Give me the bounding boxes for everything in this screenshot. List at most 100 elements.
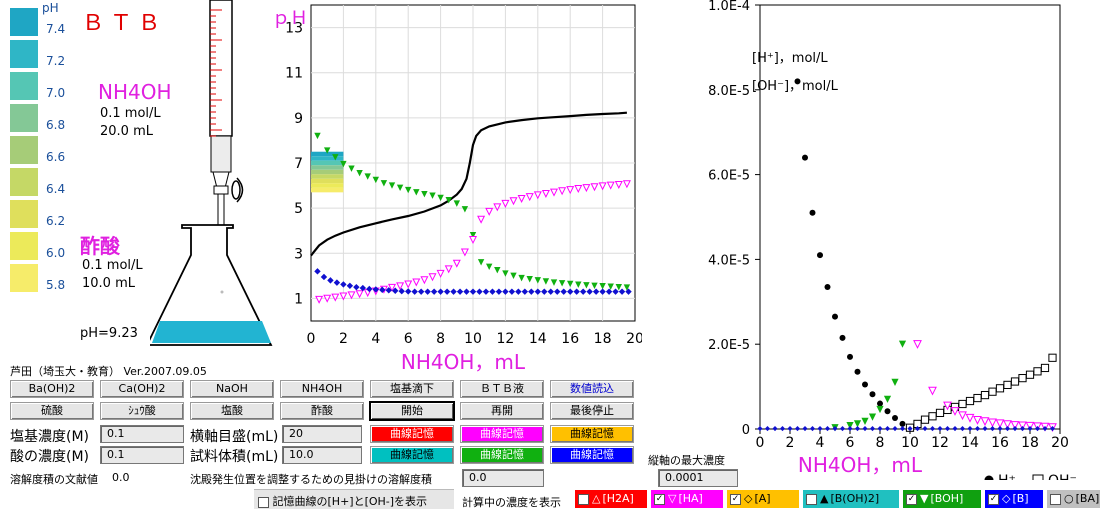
axis-scale-label: 横軸目盛(mL) — [190, 429, 279, 445]
data-point — [509, 197, 518, 206]
data-point — [868, 413, 877, 421]
base-conc-input[interactable]: 0.1 — [100, 425, 184, 443]
stop-at-end-button[interactable]: 最後停止 — [550, 402, 634, 420]
data-point — [958, 411, 967, 421]
ph-swatch — [10, 232, 38, 260]
legend-checkbox[interactable]: ✓ — [988, 493, 999, 505]
data-point — [534, 277, 541, 284]
data-point — [515, 288, 522, 295]
acid-hydrochloric-button[interactable]: 塩酸 — [190, 402, 274, 420]
data-point — [421, 190, 428, 198]
data-point — [444, 265, 453, 274]
data-point — [615, 283, 622, 291]
analyte-conc: 0.1 mol/L — [82, 258, 143, 273]
data-point — [937, 425, 943, 432]
acid-acetic-button[interactable]: 酢酸 — [280, 402, 364, 420]
memory-green-button[interactable]: 曲線記憶 — [460, 446, 544, 464]
memory-orange-button[interactable]: 曲線記憶 — [550, 425, 634, 443]
read-values-button[interactable]: 数値読込 — [550, 380, 634, 398]
y-tick-label: 0 — [742, 423, 750, 438]
ph-swatch-value: 6.8 — [46, 118, 66, 132]
acid-sulfuric-button[interactable]: 硫酸 — [10, 402, 94, 420]
base-drop-button[interactable]: 塩基滴下 — [370, 380, 454, 398]
y-tick-label: 5 — [294, 201, 303, 217]
ph-swatch — [10, 8, 38, 36]
x-axis-label: NH4OH，mL — [401, 350, 526, 374]
memory-red-button[interactable]: 曲線記憶 — [370, 425, 454, 443]
data-point — [1048, 353, 1057, 362]
data-point — [824, 425, 831, 432]
data-point — [315, 295, 324, 304]
data-point — [549, 188, 559, 197]
data-point — [453, 200, 460, 207]
data-point — [502, 270, 509, 277]
data-point — [892, 414, 898, 421]
btb-solution-button[interactable]: ＢＴＢ液 — [460, 380, 544, 398]
y-tick-label: 8.0E-5 — [708, 84, 750, 99]
show-memory-checkbox[interactable]: 記憶曲線の[H+]と[OH-]を表示 — [254, 489, 454, 509]
legend-symbol: ◇ — [744, 492, 753, 505]
data-point — [794, 78, 801, 85]
start-button[interactable]: 開始 — [370, 402, 454, 420]
data-point — [625, 288, 632, 295]
data-point — [862, 381, 868, 388]
data-point — [436, 269, 445, 278]
legend-checkbox[interactable]: ✓ — [654, 493, 665, 505]
data-point — [898, 340, 907, 348]
legend-h-marker — [984, 475, 994, 480]
acid-oxalic-button[interactable]: ｼｭｳ酸 — [100, 402, 184, 420]
y-tick-label: 13 — [285, 21, 303, 37]
checkbox-box[interactable] — [258, 496, 269, 508]
legend-toggle-h2a[interactable]: △ [H2A] — [575, 490, 647, 508]
memory-blue-button[interactable]: 曲線記憶 — [550, 446, 634, 464]
data-point — [1018, 374, 1027, 383]
ph-swatch-value: 7.4 — [46, 22, 66, 36]
legend-toggle-b[interactable]: ✓ ◇ [B] — [985, 490, 1043, 508]
data-point — [779, 425, 786, 432]
memory-cyan-button[interactable]: 曲線記憶 — [370, 446, 454, 464]
x-tick-label: 16 — [561, 331, 579, 347]
base-nh4oh-button[interactable]: NH4OH — [280, 380, 364, 398]
titrant-vol: 20.0 mL — [100, 124, 153, 139]
ph-swatch — [10, 200, 38, 228]
resume-button[interactable]: 再開 — [460, 402, 544, 420]
data-point — [1019, 425, 1026, 432]
sample-vol-input[interactable]: 10.0 — [282, 446, 362, 464]
data-point — [1033, 367, 1042, 376]
ksp-apparent-input[interactable]: 0.0 — [462, 469, 544, 487]
max-conc-input[interactable]: 0.0001 — [658, 469, 738, 487]
data-point — [832, 425, 838, 432]
ph-swatch-value: 6.2 — [46, 214, 66, 228]
axis-scale-input[interactable]: 20 — [282, 425, 362, 443]
y-tick-label: 3 — [294, 246, 303, 262]
data-point — [980, 417, 990, 427]
legend-toggle-ba[interactable]: ○[BA]↓ — [1047, 490, 1100, 508]
legend-checkbox[interactable]: ✓ — [730, 493, 741, 505]
memory-magenta-button[interactable]: 曲線記憶 — [460, 425, 544, 443]
legend-checkbox[interactable] — [1050, 493, 1061, 505]
data-point — [854, 368, 861, 375]
base-naoh-button[interactable]: NaOH — [190, 380, 274, 398]
legend-checkbox[interactable] — [806, 493, 817, 505]
data-point — [622, 180, 631, 189]
legend-toggle-a[interactable]: ✓ ◇ [A] — [727, 490, 799, 508]
x-tick-label: 0 — [756, 435, 765, 451]
data-point — [952, 425, 958, 432]
data-point — [853, 420, 862, 428]
legend-checkbox[interactable]: ✓ — [906, 493, 917, 505]
legend-toggle-ha[interactable]: ✓ ▽ [HA] — [651, 490, 723, 508]
data-point — [809, 209, 816, 216]
legend-symbol: ◇ — [1002, 492, 1011, 505]
legend-toggle-boh[interactable]: ✓ ▼ [BOH] — [903, 490, 981, 508]
analyte-vol: 10.0 mL — [82, 276, 135, 291]
data-point — [599, 283, 606, 290]
y-tick-label: 4.0E-5 — [708, 253, 750, 268]
legend-checkbox[interactable] — [578, 493, 589, 505]
base-baoh2-button[interactable]: Ba(OH)2 — [10, 380, 94, 398]
legend-toggle-boh2[interactable]: ▲ [B(OH)2] — [803, 490, 899, 508]
base-caoh2-button[interactable]: Ca(OH)2 — [100, 380, 184, 398]
acid-conc-input[interactable]: 0.1 — [100, 446, 184, 464]
data-point — [463, 288, 470, 295]
data-point — [314, 132, 321, 140]
